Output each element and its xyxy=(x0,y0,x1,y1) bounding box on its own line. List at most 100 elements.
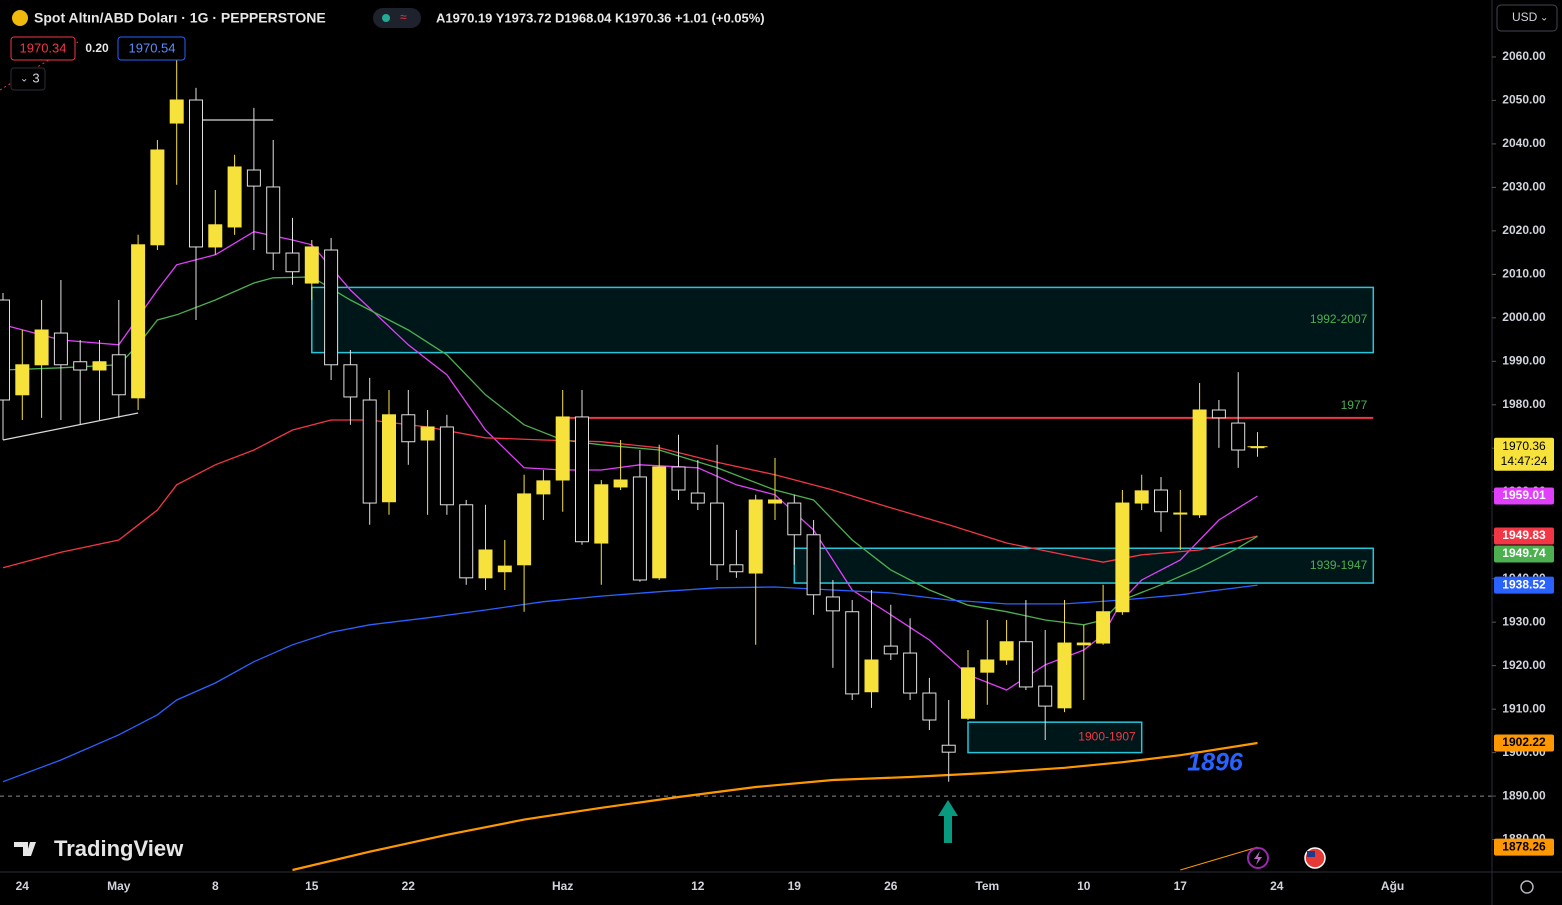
y-tick-label: 1920.00 xyxy=(1502,658,1546,672)
indicator-toggle[interactable] xyxy=(10,67,46,91)
y-tick-label: 1910.00 xyxy=(1502,701,1546,715)
candle-body xyxy=(150,149,165,246)
candle-body xyxy=(111,354,126,396)
x-tick-label: 15 xyxy=(305,879,319,893)
candle-body xyxy=(246,169,261,187)
currency-chevron: ⌄ xyxy=(1540,13,1548,24)
sell-box[interactable] xyxy=(10,36,76,61)
candle-body xyxy=(362,399,377,504)
x-tick-label: 12 xyxy=(691,879,705,893)
candle-body xyxy=(961,667,975,719)
candle-body xyxy=(285,252,300,273)
status-dot xyxy=(382,14,390,22)
arrow-up xyxy=(938,800,958,843)
candle-body xyxy=(227,166,242,228)
x-tick-label: Ağu xyxy=(1381,879,1404,893)
candle-body xyxy=(999,641,1014,661)
candle-body xyxy=(1115,502,1130,613)
candle-body xyxy=(613,479,628,488)
zone-label: 1992-2007 xyxy=(1310,312,1368,326)
chevron: ⌄ xyxy=(20,74,28,85)
symbol-title: Spot Altın/ABD Doları · 1G · PEPPERSTONE xyxy=(34,10,326,26)
watermark: TradingView xyxy=(54,836,184,861)
candle-body xyxy=(729,564,744,573)
bid-price: 1970.34 xyxy=(20,40,67,55)
indicator-line xyxy=(2,412,139,441)
candle-body xyxy=(1154,489,1168,513)
event-bolt xyxy=(1254,851,1262,865)
x-tick-label: May xyxy=(107,879,131,893)
price-badge xyxy=(1494,734,1554,752)
buy-box[interactable] xyxy=(117,36,186,61)
y-tick-label: 2040.00 xyxy=(1502,136,1546,150)
price-axis: 2060.00 2050.00 2040.00 2030.00 2020.00 2010.… xyxy=(1492,49,1554,856)
candle-body xyxy=(806,534,821,596)
x-tick-label: Haz xyxy=(552,879,573,893)
candle-body xyxy=(652,466,667,579)
candle-body xyxy=(1018,641,1033,688)
candle-body xyxy=(0,299,10,401)
y-tick-label: 1930.00 xyxy=(1502,614,1546,628)
price-badge-label: 1959.01 xyxy=(1502,488,1546,502)
candle-body xyxy=(401,414,416,443)
y-tick-label: 1890.00 xyxy=(1502,788,1546,802)
candle-body xyxy=(825,596,840,612)
zone-label: 1900-1907 xyxy=(1078,730,1136,744)
current-price-label: 1970.36 xyxy=(1502,439,1546,453)
zone xyxy=(311,286,1375,354)
candle-body xyxy=(690,492,705,504)
candle-body xyxy=(92,361,107,371)
y-tick-label: 2030.00 xyxy=(1502,180,1546,194)
x-tick-label: 8 xyxy=(212,879,219,893)
candle-body xyxy=(1096,611,1111,644)
indicator-line xyxy=(1180,846,1258,871)
current-price-badge xyxy=(1494,437,1554,471)
candle-body xyxy=(439,426,454,506)
candle-body xyxy=(53,332,68,366)
candle-body xyxy=(1057,642,1072,709)
annotation: 1896 xyxy=(1187,749,1244,777)
candle-body xyxy=(671,466,686,491)
candle-body xyxy=(131,244,146,399)
candle-body xyxy=(1134,490,1149,504)
y-tick-label: 2010.00 xyxy=(1502,267,1546,281)
candle-body xyxy=(497,565,512,573)
y-tick-label: 2000.00 xyxy=(1502,310,1546,324)
ask-price: 1970.54 xyxy=(129,40,176,55)
candle-body xyxy=(169,99,184,124)
candle-body xyxy=(189,99,203,248)
status-pill[interactable] xyxy=(373,8,421,28)
price-badge xyxy=(1494,838,1554,856)
candle-body xyxy=(15,364,30,396)
price-badge-label: 1878.26 xyxy=(1502,839,1546,853)
y-tick-label: 2060.00 xyxy=(1502,49,1546,63)
candle-body xyxy=(34,329,49,366)
horizontal-line-label: 1977 xyxy=(1341,398,1368,412)
candle-body xyxy=(343,364,358,398)
price-badge-label: 1949.83 xyxy=(1502,528,1546,542)
settings-icon[interactable] xyxy=(1520,880,1534,894)
candle-body xyxy=(864,659,879,693)
x-tick-label: Tem xyxy=(975,879,999,893)
y-tick-label: 1990.00 xyxy=(1502,353,1546,367)
candle-body xyxy=(459,504,474,579)
symbol-icon xyxy=(12,10,28,26)
y-tick-label: 1980.00 xyxy=(1502,397,1546,411)
candle-body xyxy=(420,426,435,441)
x-tick-label: 24 xyxy=(16,879,30,893)
flag-canton xyxy=(1307,851,1315,857)
x-tick-label: 10 xyxy=(1077,879,1091,893)
y-tick-label: 2050.00 xyxy=(1502,93,1546,107)
candle-body xyxy=(787,502,802,536)
candle-body xyxy=(575,416,589,543)
x-tick-label: 19 xyxy=(788,879,802,893)
price-badge xyxy=(1494,545,1554,563)
currency-button[interactable] xyxy=(1496,4,1558,32)
candle-body xyxy=(73,361,88,371)
candle-body xyxy=(748,499,763,574)
candle-body xyxy=(555,416,570,481)
indicator-count: 3 xyxy=(32,70,39,85)
x-tick-label: 26 xyxy=(884,879,898,893)
candle-body xyxy=(266,186,281,254)
